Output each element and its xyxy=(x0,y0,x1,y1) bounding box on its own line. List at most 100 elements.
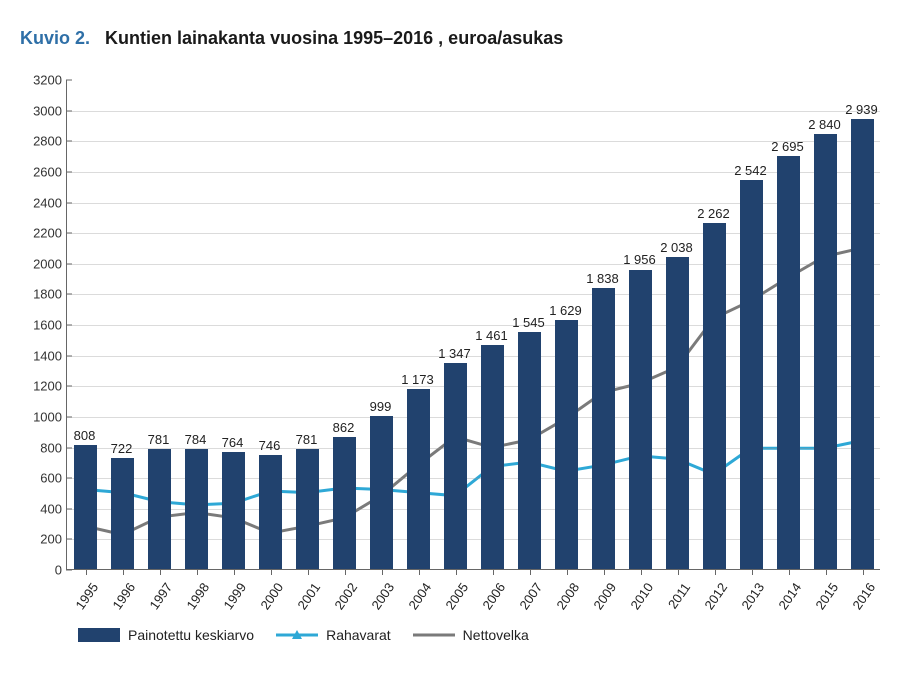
x-tick-label: 1996 xyxy=(109,580,138,612)
bar-value-label: 862 xyxy=(314,420,374,435)
bar-value-label: 1 629 xyxy=(536,303,596,318)
legend: Painotettu keskiarvo Rahavarat Nettovelk… xyxy=(78,622,888,648)
x-tick-mark xyxy=(160,569,161,575)
y-tick-label: 0 xyxy=(18,563,62,578)
y-tick-label: 200 xyxy=(18,532,62,547)
bar xyxy=(370,416,392,569)
x-tick-mark xyxy=(271,569,272,575)
bar xyxy=(740,180,762,569)
bar-value-label: 1 545 xyxy=(499,315,559,330)
gridline xyxy=(67,111,880,112)
bar-value-label: 999 xyxy=(351,399,411,414)
bar xyxy=(592,288,614,569)
legend-label: Painotettu keskiarvo xyxy=(128,627,254,643)
y-tick-label: 1400 xyxy=(18,348,62,363)
bar-value-label: 1 347 xyxy=(425,346,485,361)
x-tick-mark xyxy=(197,569,198,575)
x-tick-mark xyxy=(308,569,309,575)
x-tick-mark xyxy=(345,569,346,575)
x-tick-label: 2012 xyxy=(701,580,730,612)
x-tick-label: 2004 xyxy=(405,580,434,612)
x-tick-label: 2016 xyxy=(849,580,878,612)
x-tick-label: 2003 xyxy=(368,580,397,612)
x-tick-mark xyxy=(456,569,457,575)
x-tick-label: 2009 xyxy=(590,580,619,612)
x-tick-mark xyxy=(752,569,753,575)
x-tick-label: 2005 xyxy=(442,580,471,612)
bar xyxy=(407,389,429,569)
bar xyxy=(481,345,503,569)
bar xyxy=(74,445,96,569)
y-tick-label: 3000 xyxy=(18,103,62,118)
x-tick-mark xyxy=(715,569,716,575)
y-tick-label: 3200 xyxy=(18,73,62,88)
bar-value-label: 1 173 xyxy=(388,372,448,387)
y-tick-label: 1000 xyxy=(18,409,62,424)
y-tick-label: 600 xyxy=(18,471,62,486)
bar-value-label: 2 695 xyxy=(758,139,818,154)
legend-item-line2: Nettovelka xyxy=(413,627,529,643)
x-tick-mark xyxy=(641,569,642,575)
bar xyxy=(629,270,651,570)
bar xyxy=(185,449,207,569)
figure-label-prefix: Kuvio 2. xyxy=(20,28,90,48)
bar xyxy=(703,223,725,569)
bar xyxy=(222,452,244,569)
bar xyxy=(296,449,318,569)
x-tick-mark xyxy=(234,569,235,575)
x-tick-mark xyxy=(863,569,864,575)
legend-swatch-bar xyxy=(78,628,120,642)
x-tick-mark xyxy=(123,569,124,575)
x-tick-label: 2001 xyxy=(294,580,323,612)
y-tick-label: 1200 xyxy=(18,379,62,394)
legend-item-bar: Painotettu keskiarvo xyxy=(78,627,254,643)
bar-value-label: 1 838 xyxy=(573,271,633,286)
x-tick-mark xyxy=(789,569,790,575)
bar xyxy=(555,320,577,569)
bar-value-label: 2 939 xyxy=(832,102,892,117)
x-tick-label: 2010 xyxy=(627,580,656,612)
y-tick-label: 400 xyxy=(18,501,62,516)
bar xyxy=(518,332,540,569)
x-tick-label: 2015 xyxy=(812,580,841,612)
x-tick-mark xyxy=(567,569,568,575)
legend-label: Nettovelka xyxy=(463,627,529,643)
legend-item-line1: Rahavarat xyxy=(276,627,391,643)
bar xyxy=(851,119,873,569)
bar-value-label: 2 038 xyxy=(647,240,707,255)
bar-value-label: 2 262 xyxy=(684,206,744,221)
y-tick-label: 1800 xyxy=(18,287,62,302)
bar xyxy=(777,156,799,569)
y-tick-label: 2000 xyxy=(18,256,62,271)
x-tick-label: 1998 xyxy=(183,580,212,612)
x-tick-label: 1997 xyxy=(146,580,175,612)
x-tick-mark xyxy=(604,569,605,575)
x-tick-mark xyxy=(382,569,383,575)
bar xyxy=(148,449,170,569)
x-tick-label: 2014 xyxy=(775,580,804,612)
x-tick-label: 2000 xyxy=(257,580,286,612)
bar-value-label: 1 461 xyxy=(462,328,522,343)
bar xyxy=(814,134,836,569)
y-tick-label: 2400 xyxy=(18,195,62,210)
y-tick-label: 2800 xyxy=(18,134,62,149)
x-tick-mark xyxy=(826,569,827,575)
x-tick-label: 1999 xyxy=(220,580,249,612)
x-tick-mark xyxy=(530,569,531,575)
x-tick-mark xyxy=(419,569,420,575)
y-tick-label: 2200 xyxy=(18,226,62,241)
x-tick-label: 2013 xyxy=(738,580,767,612)
figure-title-text: Kuntien lainakanta vuosina 1995–2016 , e… xyxy=(105,28,563,48)
legend-swatch-line xyxy=(413,634,455,637)
figure-title: Kuvio 2. Kuntien lainakanta vuosina 1995… xyxy=(20,28,563,49)
bar xyxy=(259,455,281,569)
legend-swatch-line xyxy=(276,634,318,637)
x-tick-label: 2011 xyxy=(664,580,692,612)
y-tick-label: 2600 xyxy=(18,164,62,179)
x-tick-label: 1995 xyxy=(72,580,101,612)
bar xyxy=(111,458,133,569)
x-tick-label: 2008 xyxy=(553,580,582,612)
x-tick-label: 2007 xyxy=(516,580,545,612)
chart: 0200400600800100012001400160018002000220… xyxy=(18,80,888,640)
x-tick-mark xyxy=(678,569,679,575)
